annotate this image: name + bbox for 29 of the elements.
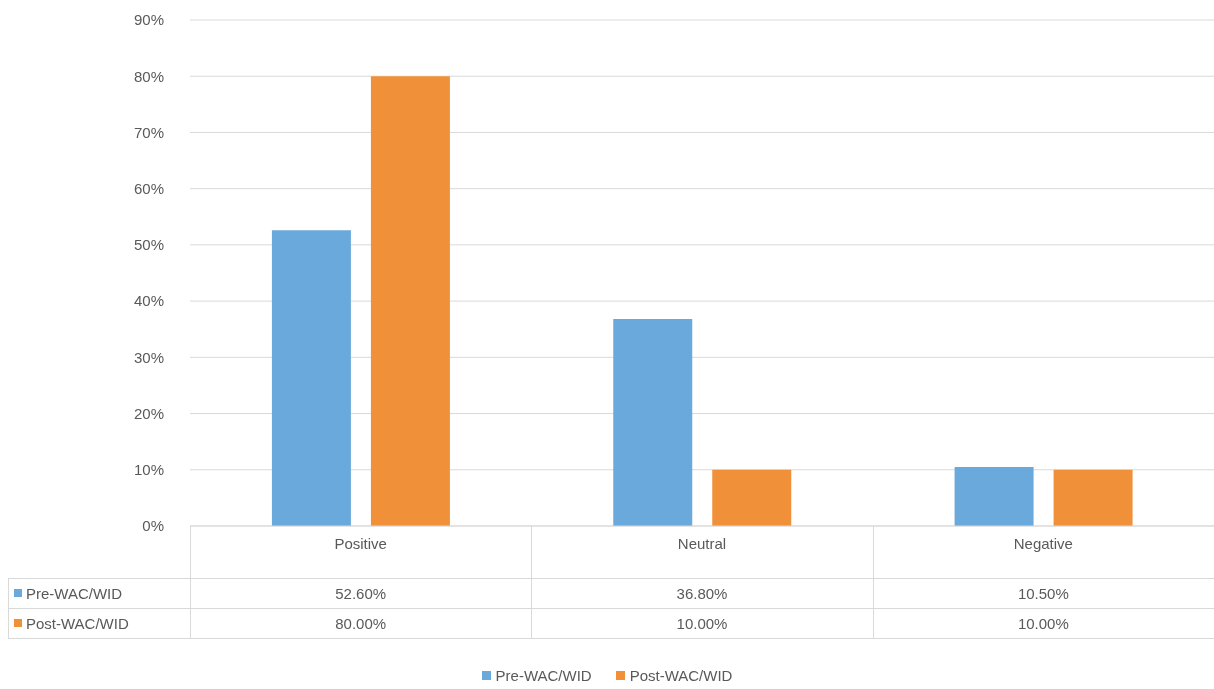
data-label: 52.60% (334, 583, 388, 604)
y-tick-label: 70% (133, 123, 164, 141)
y-tick-label: 10% (133, 461, 164, 479)
x-tick-label: Neutral (677, 534, 727, 552)
bar (1053, 469, 1133, 526)
y-tick-label: 80% (133, 67, 164, 85)
y-tick-label: 40% (133, 292, 164, 310)
bar (370, 76, 450, 526)
data-label: 10.50% (1016, 583, 1070, 604)
y-tick-label: 0% (142, 517, 164, 535)
text: Post-WAC/WID (26, 614, 129, 632)
bar (712, 469, 792, 526)
legend-label: Pre-WAC/WID (494, 667, 592, 684)
data-label: 36.80% (675, 583, 729, 604)
bar (271, 230, 351, 526)
data-label: 10.00% (675, 613, 729, 634)
y-tick-label: 20% (133, 404, 164, 422)
y-tick-label: 90% (133, 11, 164, 29)
bar (954, 466, 1034, 526)
bar (613, 319, 693, 526)
y-tick-label: 30% (133, 348, 164, 366)
y-tick-label: 50% (133, 236, 164, 254)
data-label: 80.00% (334, 613, 388, 634)
data-label: 10.00% (1016, 613, 1070, 634)
text: Pre-WAC/WID (26, 584, 123, 602)
y-tick-label: 60% (133, 179, 164, 197)
x-tick-label: Positive (334, 534, 387, 552)
legend-label: Post-WAC/WID (628, 667, 733, 684)
x-tick-label: Negative (1013, 534, 1073, 552)
